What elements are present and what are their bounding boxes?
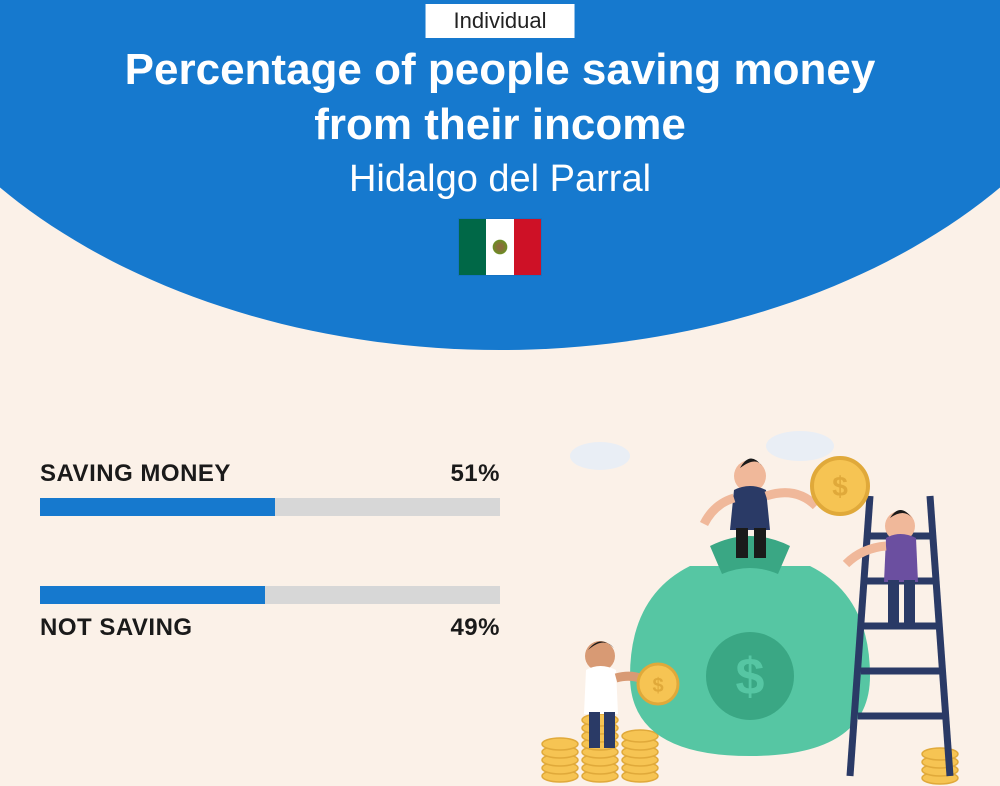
- coin-icon: $: [812, 458, 868, 514]
- money-bag-icon: $: [630, 536, 870, 756]
- flag-stripe-red: [514, 219, 541, 275]
- flag-stripe-green: [459, 219, 486, 275]
- flag-icon: [459, 219, 541, 275]
- bar-value: 51%: [450, 460, 500, 488]
- bar-fill: [40, 498, 275, 516]
- bar-row-saving: SAVING MONEY 51%: [40, 460, 500, 516]
- category-badge: Individual: [426, 4, 575, 38]
- svg-text:$: $: [832, 471, 848, 502]
- coin-icon: $: [638, 664, 678, 704]
- bar-track: [40, 498, 500, 516]
- bar-chart: SAVING MONEY 51% NOT SAVING 49%: [40, 460, 500, 712]
- bar-label-line: SAVING MONEY 51%: [40, 460, 500, 488]
- title-block: Percentage of people saving money from t…: [0, 42, 1000, 280]
- bar-row-not-saving: NOT SAVING 49%: [40, 586, 500, 642]
- bar-label: NOT SAVING: [40, 614, 193, 642]
- cloud-icon: [570, 431, 834, 470]
- svg-text:$: $: [652, 675, 663, 697]
- bar-label-line: NOT SAVING 49%: [40, 614, 500, 642]
- person-ladder-icon: [846, 510, 918, 624]
- page-title: Percentage of people saving money from t…: [0, 42, 1000, 152]
- page-subtitle: Hidalgo del Parral: [0, 158, 1000, 201]
- bar-track: [40, 586, 500, 604]
- category-badge-label: Individual: [454, 8, 547, 33]
- bar-fill: [40, 586, 265, 604]
- savings-illustration: $ $: [540, 426, 980, 786]
- svg-text:$: $: [736, 648, 765, 706]
- flag-emblem-icon: [491, 238, 509, 256]
- bar-value: 49%: [450, 614, 500, 642]
- bar-label: SAVING MONEY: [40, 460, 231, 488]
